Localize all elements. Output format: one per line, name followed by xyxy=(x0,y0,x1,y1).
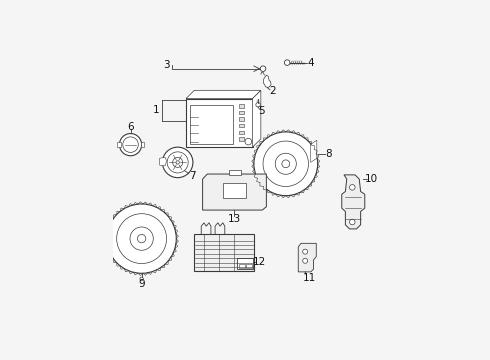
Circle shape xyxy=(263,141,309,186)
Text: 13: 13 xyxy=(228,214,241,224)
Text: 10: 10 xyxy=(365,174,378,184)
Polygon shape xyxy=(311,140,317,162)
Text: 3: 3 xyxy=(163,60,170,70)
Circle shape xyxy=(176,161,179,164)
Bar xyxy=(195,234,254,270)
Circle shape xyxy=(140,277,143,280)
Bar xyxy=(186,99,252,147)
Circle shape xyxy=(260,66,266,72)
Circle shape xyxy=(117,214,167,264)
Bar xyxy=(229,170,241,175)
Circle shape xyxy=(349,185,355,190)
Bar xyxy=(240,117,245,121)
Circle shape xyxy=(167,152,188,173)
Circle shape xyxy=(275,153,296,174)
Bar xyxy=(117,143,121,147)
Bar xyxy=(240,124,245,127)
Circle shape xyxy=(303,249,308,254)
Text: 2: 2 xyxy=(270,86,276,96)
Text: 1: 1 xyxy=(153,105,160,115)
Bar xyxy=(239,264,245,268)
Text: 5: 5 xyxy=(258,106,265,116)
Bar xyxy=(240,111,245,114)
Circle shape xyxy=(120,134,142,156)
Circle shape xyxy=(282,160,290,168)
Polygon shape xyxy=(160,157,167,166)
Circle shape xyxy=(256,103,260,107)
Circle shape xyxy=(254,132,318,196)
Circle shape xyxy=(284,60,290,66)
Circle shape xyxy=(138,234,146,243)
Bar xyxy=(240,131,245,134)
Circle shape xyxy=(107,204,176,273)
Bar xyxy=(190,105,233,144)
Polygon shape xyxy=(203,174,267,210)
Text: 11: 11 xyxy=(303,273,316,283)
Circle shape xyxy=(303,258,308,263)
Polygon shape xyxy=(298,243,316,272)
Polygon shape xyxy=(252,90,261,147)
Circle shape xyxy=(245,138,252,145)
Text: 4: 4 xyxy=(307,58,314,68)
Text: 9: 9 xyxy=(138,279,145,288)
Circle shape xyxy=(172,157,183,167)
Polygon shape xyxy=(186,90,261,99)
Text: 6: 6 xyxy=(127,122,134,132)
Bar xyxy=(240,104,245,108)
Bar xyxy=(223,183,245,198)
Polygon shape xyxy=(342,175,365,229)
Polygon shape xyxy=(264,75,271,87)
Text: 12: 12 xyxy=(253,257,266,267)
Bar xyxy=(237,258,252,269)
Circle shape xyxy=(349,219,355,225)
Circle shape xyxy=(130,227,153,250)
Circle shape xyxy=(123,137,138,152)
Bar xyxy=(141,143,145,147)
Text: 7: 7 xyxy=(190,171,196,181)
Text: 8: 8 xyxy=(325,149,332,159)
Circle shape xyxy=(162,147,193,177)
Bar xyxy=(240,138,245,141)
Bar xyxy=(245,264,252,268)
